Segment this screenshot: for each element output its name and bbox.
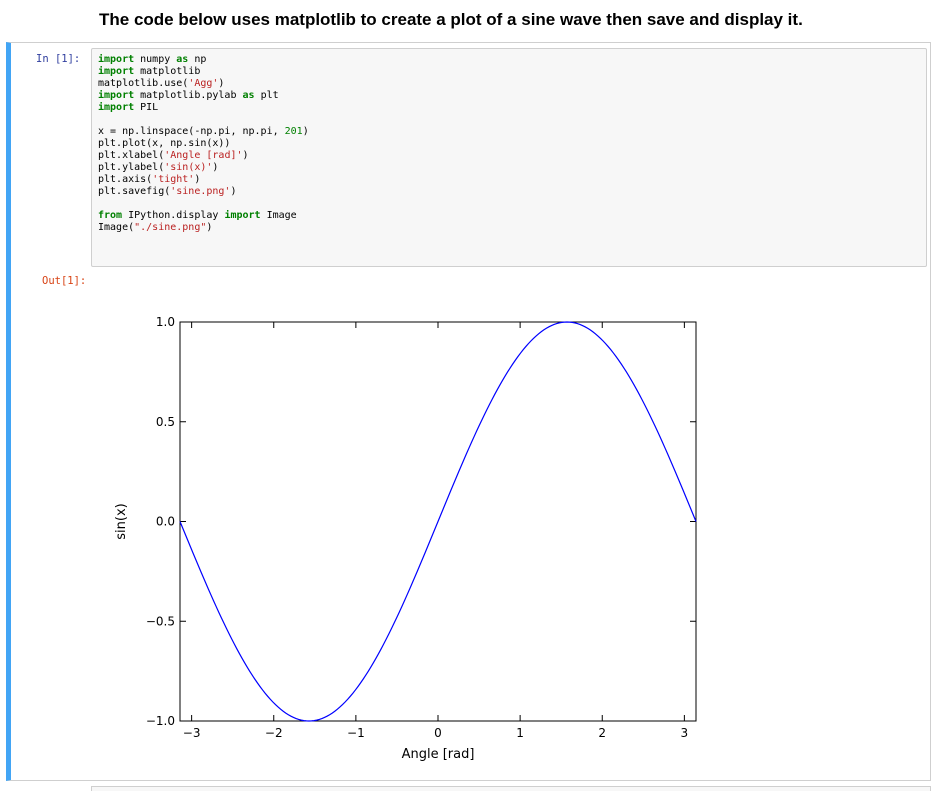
code-editor[interactable]: import numpy as np import matplotlib mat… (91, 48, 927, 267)
x-axis-label: Angle [rad] (402, 747, 475, 762)
output-prompt: Out[1]: (42, 275, 87, 287)
plot-ticks (180, 321, 696, 722)
next-cell-edge[interactable] (91, 786, 931, 791)
y-tick-label: −0.5 (146, 614, 175, 628)
y-axis-label: sin(x) (114, 503, 129, 539)
x-tick-label: 1 (516, 726, 524, 740)
y-tick-label: 0.0 (156, 515, 175, 529)
x-tick-label: 0 (434, 726, 442, 740)
x-tick-label: 3 (681, 726, 689, 740)
sine-curve (179, 321, 697, 722)
code-text: import numpy as np import matplotlib mat… (98, 54, 309, 233)
y-tick-label: −1.0 (146, 714, 175, 728)
x-tick-label: −1 (347, 726, 365, 740)
y-tick-label: 1.0 (156, 315, 175, 329)
y-tick-label: 0.5 (156, 415, 175, 429)
plot-series (179, 321, 697, 722)
x-tick-label: −2 (265, 726, 283, 740)
x-tick-label: 2 (598, 726, 606, 740)
sine-wave-plot: −3 −2 −1 0 1 2 31.00.50.0−0.5−1.0 Angle [rad] … (114, 315, 697, 762)
plot-tick-labels: −3 −2 −1 0 1 2 3 1.0 0.5 0.0 −0.5 −1.0 (146, 315, 688, 740)
input-prompt: In [1]: (36, 53, 81, 65)
page-heading: The code below uses matplotlib to create… (99, 10, 803, 29)
x-tick-label: −3 (183, 726, 201, 740)
